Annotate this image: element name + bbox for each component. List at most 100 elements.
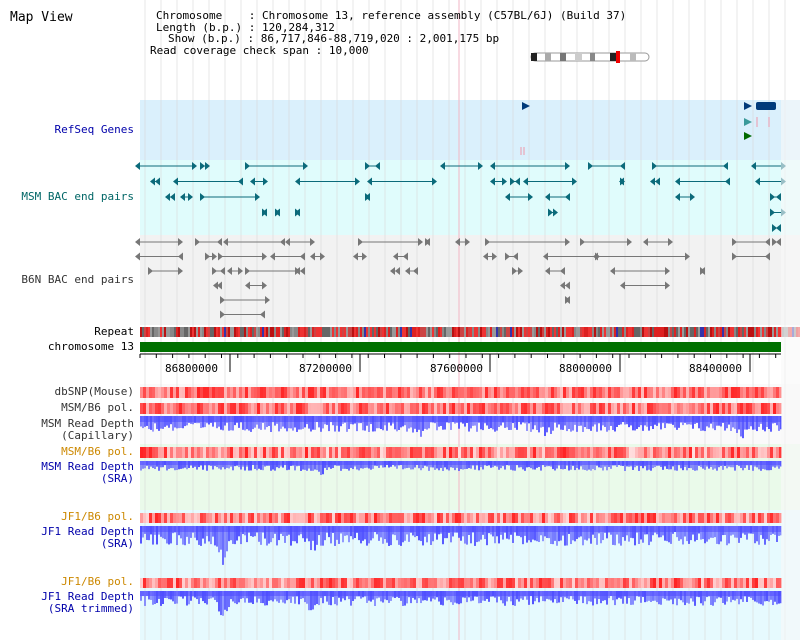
- depth-bar: [272, 416, 274, 423]
- heat-cell: [635, 513, 638, 523]
- heat-cell: [164, 387, 167, 398]
- heat-cell: [485, 513, 488, 523]
- depth-bar: [350, 461, 352, 468]
- repeat-segment: [198, 327, 200, 337]
- depth-bar: [758, 591, 760, 604]
- depth-bar: [732, 461, 734, 468]
- depth-bar: [206, 461, 208, 471]
- track-label-jf1-pol2[interactable]: JF1/B6 pol.: [61, 575, 134, 588]
- heat-cell: [734, 578, 737, 588]
- heat-cell: [590, 578, 593, 588]
- depth-bar: [318, 526, 320, 536]
- track-label-msm-depth-sra[interactable]: MSM Read Depth (SRA): [0, 461, 134, 485]
- track-label-repeat[interactable]: Repeat: [94, 325, 134, 338]
- heat-cell: [635, 403, 638, 414]
- heat-cell: [692, 403, 695, 414]
- track-label-jf1-pol[interactable]: JF1/B6 pol.: [61, 510, 134, 523]
- heat-cell: [581, 513, 584, 523]
- heat-cell: [644, 403, 647, 414]
- depth-bar: [538, 461, 540, 467]
- depth-bar: [354, 526, 356, 539]
- heat-cell: [314, 513, 317, 523]
- heat-cell: [728, 447, 731, 458]
- track-label-msm-pol[interactable]: MSM/B6 pol.: [61, 401, 134, 414]
- depth-bar: [182, 416, 184, 429]
- depth-bar: [660, 416, 662, 430]
- heat-cell: [224, 513, 227, 523]
- depth-bar: [214, 591, 216, 600]
- track-label-msm-pol2[interactable]: MSM/B6 pol.: [61, 445, 134, 458]
- region-info: Chromosome : Chromosome 13, reference as…: [150, 9, 627, 57]
- depth-bar: [618, 591, 620, 598]
- depth-bar: [224, 526, 226, 558]
- heat-cell: [653, 387, 656, 398]
- heat-cell: [287, 403, 290, 414]
- depth-bar: [532, 591, 534, 605]
- heat-cell: [677, 387, 680, 398]
- heat-cell: [569, 513, 572, 523]
- heat-cell: [185, 447, 188, 458]
- repeat-segment: [600, 327, 602, 337]
- bac-end-arrow: [723, 162, 728, 170]
- bac-end-arrow: [165, 193, 170, 201]
- track-label-b6n-bac[interactable]: B6N BAC end pairs: [21, 273, 134, 286]
- track-label-jf1-depth-trim[interactable]: JF1 Read Depth (SRA trimmed): [0, 591, 134, 615]
- repeat-segment: [416, 327, 418, 337]
- depth-bar: [298, 591, 300, 605]
- heat-cell: [395, 513, 398, 523]
- depth-bar: [258, 461, 260, 469]
- track-label-chromosome[interactable]: chromosome 13: [47, 340, 134, 353]
- depth-bar: [696, 461, 698, 471]
- heat-cell: [260, 403, 263, 414]
- track-label-jf1-depth-sra[interactable]: JF1 Read Depth (SRA): [0, 526, 134, 550]
- heat-cell: [443, 513, 446, 523]
- depth-bar: [632, 461, 634, 470]
- depth-bar: [654, 591, 656, 601]
- heat-cell: [689, 513, 692, 523]
- repeat-segment: [254, 327, 256, 337]
- heat-cell: [320, 578, 323, 588]
- heat-cell: [209, 447, 212, 458]
- depth-bar: [516, 526, 518, 536]
- depth-bar: [488, 591, 490, 602]
- depth-bar: [702, 591, 704, 606]
- depth-bar: [388, 461, 390, 468]
- depth-bar: [334, 416, 336, 432]
- depth-bar: [214, 461, 216, 467]
- repeat-segment: [726, 327, 728, 337]
- depth-bar: [596, 416, 598, 432]
- depth-bar: [476, 461, 478, 466]
- bac-end-arrow: [393, 252, 398, 261]
- depth-bar: [596, 526, 598, 545]
- track-label-refseq[interactable]: RefSeq Genes: [54, 123, 134, 136]
- heat-cell: [662, 447, 665, 458]
- heat-cell: [530, 578, 533, 588]
- track-label-msm-bac[interactable]: MSM BAC end pairs: [21, 190, 134, 203]
- heat-cell: [566, 403, 569, 414]
- depth-bar: [226, 416, 228, 423]
- track-label-dbsnp[interactable]: dbSNP(Mouse): [54, 385, 134, 398]
- heat-cell: [695, 387, 698, 398]
- depth-bar: [480, 461, 482, 468]
- track-label-msm-depth-cap[interactable]: MSM Read Depth (Capillary): [0, 418, 134, 442]
- heat-cell: [152, 387, 155, 398]
- depth-bar: [468, 526, 470, 535]
- repeat-segment: [734, 327, 736, 337]
- heat-cell: [662, 387, 665, 398]
- depth-bar: [556, 461, 558, 469]
- repeat-segment: [716, 327, 718, 337]
- repeat-segment: [322, 327, 324, 337]
- depth-bar: [382, 526, 384, 544]
- heat-cell: [554, 403, 557, 414]
- heat-cell: [512, 447, 515, 458]
- depth-bar: [470, 461, 472, 469]
- heat-cell: [692, 578, 695, 588]
- depth-bar: [438, 461, 440, 471]
- heat-cell: [662, 403, 665, 414]
- repeat-segment: [142, 327, 144, 337]
- heat-cell: [413, 403, 416, 414]
- repeat-segment: [582, 327, 584, 337]
- repeat-segment: [178, 327, 180, 337]
- heat-cell: [206, 578, 209, 588]
